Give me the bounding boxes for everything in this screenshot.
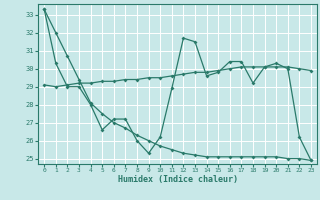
- X-axis label: Humidex (Indice chaleur): Humidex (Indice chaleur): [118, 175, 238, 184]
